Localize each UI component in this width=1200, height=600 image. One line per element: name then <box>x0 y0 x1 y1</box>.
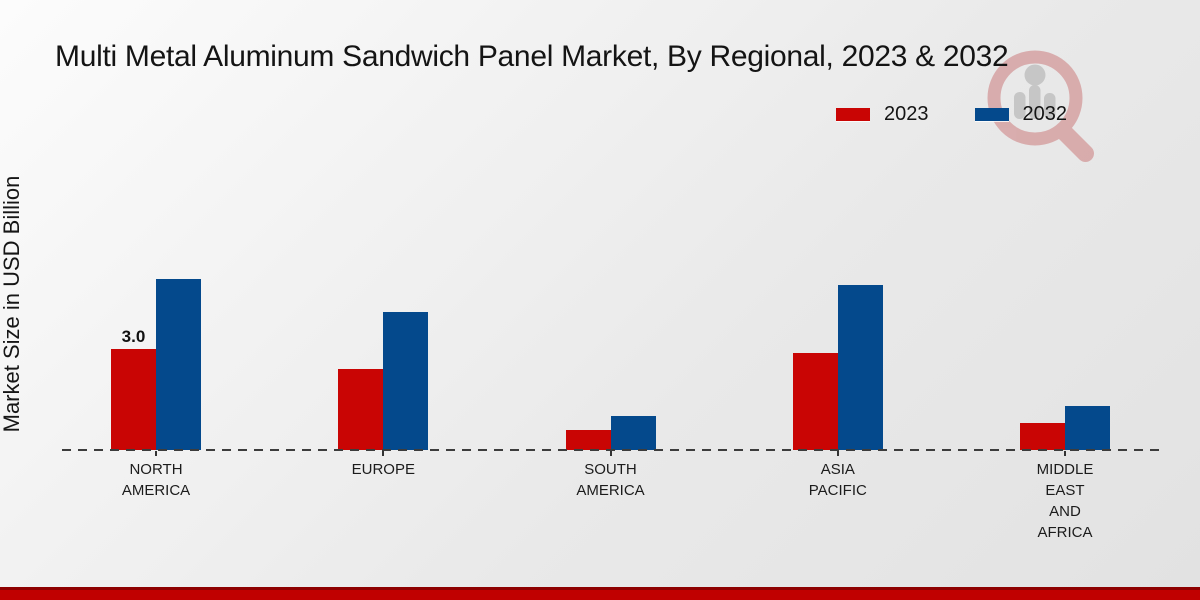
bar-2023-north-america <box>111 349 156 450</box>
bar-2032-europe <box>383 312 429 450</box>
legend: 2023 2032 <box>836 103 1067 126</box>
bar-2023-middle-east-and-africa <box>1020 423 1065 450</box>
bar-2032-south-america <box>610 416 656 450</box>
bar-2023-europe <box>338 369 384 450</box>
category-label-europe: EUROPE <box>351 461 415 478</box>
bar-2023-asia-pacific <box>792 353 838 450</box>
y-axis-label: Market Size in USD Billion <box>0 175 24 433</box>
x-axis-baseline <box>62 449 1162 451</box>
bar-value-label: 3.0 <box>121 327 146 346</box>
legend-item-2023: 2023 <box>836 103 929 126</box>
magnifier-bar-chart-logo-icon <box>985 18 1120 178</box>
category-label-middle-east-and-africa: MIDDLE EAST AND AFRICA <box>1036 461 1094 541</box>
category-label-south-america: SOUTH AMERICA <box>576 461 645 499</box>
legend-swatch-icon <box>836 108 870 121</box>
chart-title: Multi Metal Aluminum Sandwich Panel Mark… <box>55 40 1009 73</box>
bar-2032-middle-east-and-africa <box>1065 406 1110 450</box>
x-axis-tick <box>609 451 612 456</box>
category-label-asia-pacific: ASIA PACIFIC <box>808 461 867 499</box>
bar-2023-south-america <box>565 430 611 450</box>
legend-label: 2032 <box>1022 103 1068 125</box>
x-axis-tick <box>155 451 157 456</box>
legend-label: 2023 <box>884 103 929 125</box>
x-axis-tick <box>836 451 839 456</box>
footer-accent-line <box>0 587 1200 590</box>
x-axis-tick <box>382 451 385 456</box>
x-axis-tick <box>1064 451 1066 456</box>
category-label-north-america: NORTH AMERICA <box>121 461 191 499</box>
bar-2032-asia-pacific <box>837 285 883 450</box>
legend-item-2032: 2032 <box>974 103 1068 126</box>
bar-2032-north-america <box>156 279 201 450</box>
footer-accent-bar <box>0 590 1200 600</box>
legend-swatch-icon <box>974 108 1009 121</box>
